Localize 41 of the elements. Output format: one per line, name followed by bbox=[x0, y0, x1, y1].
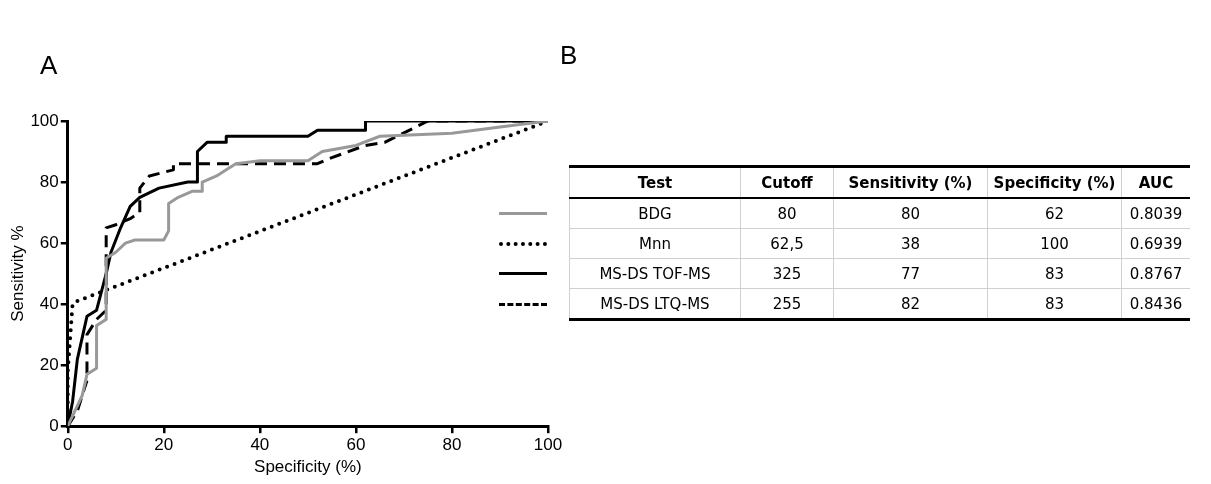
text: 325 bbox=[740, 258, 834, 289]
x-tick-label: 20 bbox=[154, 435, 174, 455]
text: 83 bbox=[987, 288, 1122, 320]
text: Specificity (%) bbox=[987, 166, 1122, 198]
y-tick-label: 60 bbox=[39, 232, 59, 252]
text: 80 bbox=[833, 198, 988, 229]
y-tick-label: 40 bbox=[39, 293, 59, 313]
y-tick-label: 20 bbox=[39, 354, 59, 374]
x-tick-label: 100 bbox=[533, 435, 563, 455]
x-tick-label: 60 bbox=[346, 435, 366, 455]
text: 77 bbox=[833, 258, 988, 289]
y-axis-title: Sensitivity % bbox=[7, 225, 27, 322]
text: Sensitivity (%) bbox=[833, 166, 988, 198]
text: 255 bbox=[740, 288, 834, 320]
x-tick-label: 40 bbox=[250, 435, 270, 455]
text: 0.8767 bbox=[1121, 258, 1190, 289]
text: Test bbox=[569, 166, 741, 198]
y-tick-label: 0 bbox=[49, 415, 59, 435]
text: 0.8436 bbox=[1121, 288, 1190, 320]
text: B bbox=[560, 40, 578, 71]
x-axis-title: Specificity (%) bbox=[254, 457, 362, 477]
y-tick-label: 100 bbox=[30, 110, 59, 130]
text: 62,5 bbox=[740, 228, 834, 259]
text: 83 bbox=[987, 258, 1122, 289]
text: 0.6939 bbox=[1121, 228, 1190, 259]
x-tick-label: 80 bbox=[442, 435, 462, 455]
chart-title: A bbox=[40, 50, 58, 81]
text: 80 bbox=[740, 198, 834, 229]
text: 82 bbox=[833, 288, 988, 320]
text: Mnn bbox=[639, 234, 671, 253]
x-tick-label: 0 bbox=[63, 435, 73, 455]
text: MS-DS LTQ-MS bbox=[600, 294, 710, 313]
text: Cutoff bbox=[740, 166, 834, 198]
text: 62 bbox=[987, 198, 1122, 229]
text: 100 bbox=[987, 228, 1122, 259]
text: BDG bbox=[638, 204, 672, 223]
text: MS-DS TOF-MS bbox=[599, 264, 711, 283]
text: AUC bbox=[1121, 166, 1190, 198]
text: 0.8039 bbox=[1121, 198, 1190, 229]
text: 38 bbox=[833, 228, 988, 259]
y-tick-label: 80 bbox=[39, 171, 59, 191]
